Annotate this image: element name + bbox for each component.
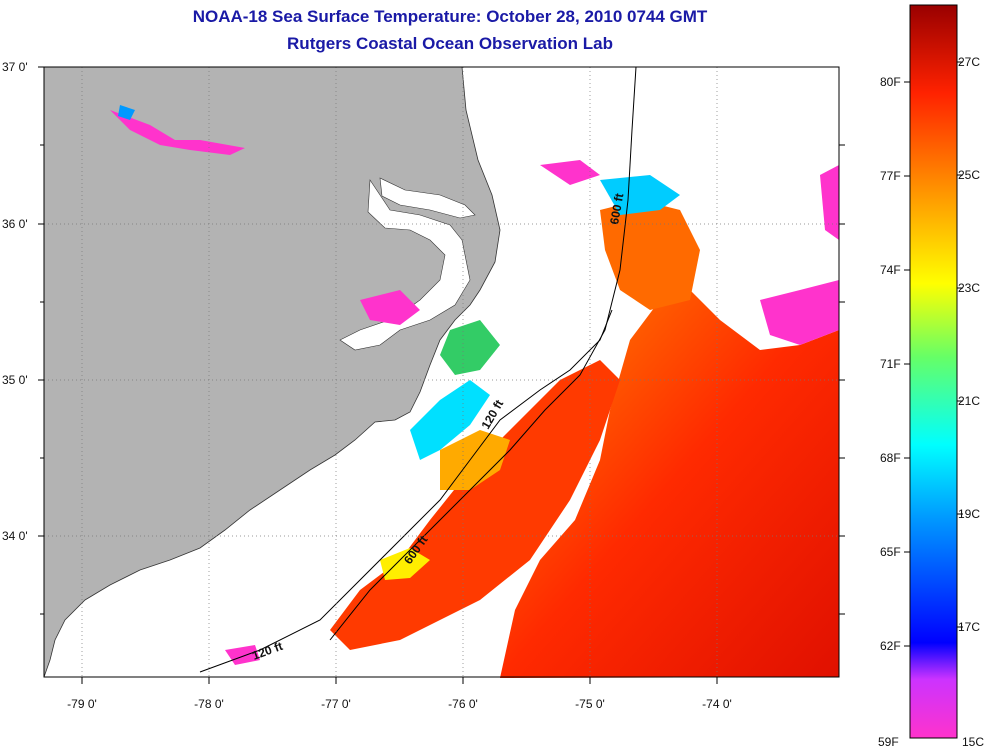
colorbar-label-f-0: 80F [880, 75, 901, 89]
colorbar-label-c-4: 19C [958, 507, 980, 521]
map-grid [44, 67, 839, 677]
colorbar-label-f-4: 68F [880, 451, 901, 465]
colorbar-label-c-5: 17C [958, 620, 980, 634]
colorbar-label-f-7: 59F [878, 735, 899, 749]
colorbar [909, 4, 958, 739]
lat-label-36: 36 0' [2, 217, 28, 231]
lon-label-76: -76 0' [448, 697, 478, 711]
axis-ticks [38, 66, 845, 684]
map-subtitle: Rutgers Coastal Ocean Observation Lab [287, 34, 613, 53]
colorbar-label-f-1: 77F [880, 169, 901, 183]
colorbar-label-f-3: 71F [880, 357, 901, 371]
lat-label-34: 34 0' [2, 529, 28, 543]
colorbar-label-f-2: 74F [880, 263, 901, 277]
colorbar-label-f-5: 65F [880, 545, 901, 559]
colorbar-label-c-1: 25C [958, 168, 980, 182]
colorbar-label-c-3: 21C [958, 394, 980, 408]
lat-label-35: 35 0' [2, 373, 28, 387]
lon-label-79: -79 0' [67, 697, 97, 711]
map-title: NOAA-18 Sea Surface Temperature: October… [192, 7, 708, 26]
colorbar-label-c-0: 27C [958, 55, 980, 69]
isobath-600ft [329, 66, 637, 641]
albemarle-sound [379, 177, 476, 219]
colorbar-label-c-2: 23C [958, 281, 980, 295]
lon-label-77: -77 0' [321, 697, 351, 711]
lon-label-74: -74 0' [702, 697, 732, 711]
colorbar-ticks [904, 61, 963, 647]
sst-field [110, 105, 839, 678]
colorbar-label-c-6: 15C [962, 735, 984, 749]
map-frame [43, 66, 840, 678]
lat-label-37: 37 0' [2, 60, 28, 74]
contour-label-600ft-north: 600 ft [607, 192, 626, 225]
lon-label-75: -75 0' [575, 697, 605, 711]
pamlico-sound [339, 179, 471, 351]
lon-label-78: -78 0' [194, 697, 224, 711]
colorbar-label-f-6: 62F [880, 639, 901, 653]
isobath-120ft [199, 309, 613, 673]
